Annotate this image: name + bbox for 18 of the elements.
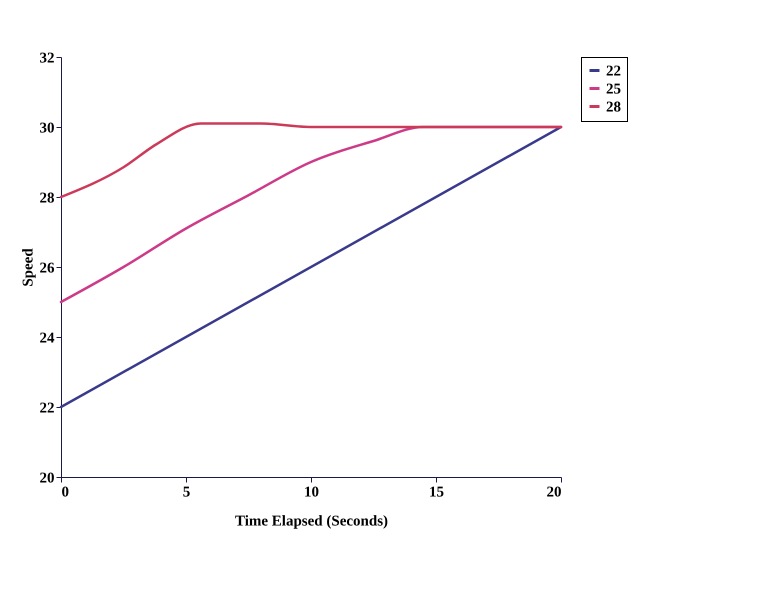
x-tick-label: 15 bbox=[429, 484, 444, 500]
x-tick-label: 10 bbox=[304, 484, 319, 500]
y-tick-label: 28 bbox=[40, 190, 54, 206]
y-tick-label: 32 bbox=[40, 50, 54, 66]
legend-label: 25 bbox=[606, 82, 621, 98]
line-series bbox=[60, 122, 562, 198]
legend-label: 28 bbox=[606, 100, 621, 116]
y-tick-label: 26 bbox=[40, 260, 55, 276]
x-tick-label: 20 bbox=[546, 484, 562, 500]
legend-label: 22 bbox=[606, 64, 621, 80]
x-tick-label: 0 bbox=[62, 484, 69, 500]
y-tick-label: 24 bbox=[40, 330, 55, 346]
x-axis-title: Time Elapsed (Seconds) bbox=[234, 514, 388, 530]
y-tick-label: 22 bbox=[40, 400, 54, 416]
y-axis-title: Speed bbox=[20, 248, 36, 287]
y-tick-label: 20 bbox=[40, 470, 54, 486]
y-tick-label: 30 bbox=[40, 120, 54, 136]
x-tick-label: 5 bbox=[182, 484, 190, 500]
